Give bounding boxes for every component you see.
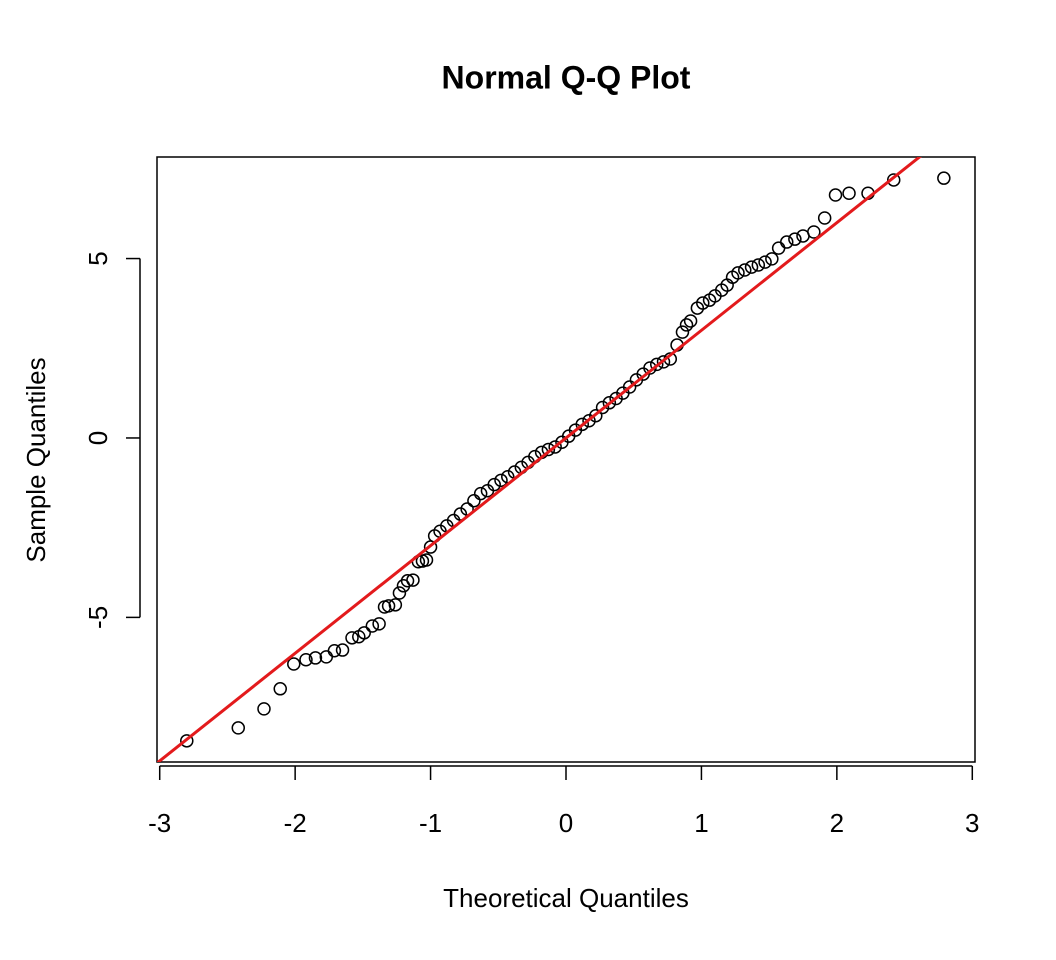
point xyxy=(273,682,287,696)
point xyxy=(731,266,745,280)
x-tick-label: 1 xyxy=(694,808,708,838)
point xyxy=(589,408,603,423)
point xyxy=(299,652,313,667)
reference-line xyxy=(157,157,922,762)
point xyxy=(419,553,434,567)
point xyxy=(817,211,832,225)
x-tick-label: -3 xyxy=(148,808,171,838)
point xyxy=(372,617,386,631)
y-tick-label: -5 xyxy=(83,606,113,629)
y-tick-label: 0 xyxy=(83,431,113,445)
point xyxy=(780,235,794,249)
point xyxy=(575,417,590,432)
point xyxy=(937,171,951,185)
point xyxy=(180,734,194,748)
point xyxy=(494,473,508,488)
point xyxy=(595,400,610,415)
point xyxy=(679,318,694,332)
point xyxy=(649,357,664,372)
x-tick-label: 0 xyxy=(559,808,573,838)
point xyxy=(696,296,710,310)
chart-title: Normal Q-Q Plot xyxy=(442,59,691,95)
point xyxy=(231,721,246,735)
point xyxy=(758,255,772,269)
point xyxy=(548,440,562,454)
x-tick-label: -1 xyxy=(419,808,442,838)
point xyxy=(842,186,856,200)
x-axis-label: Theoretical Quantiles xyxy=(443,883,689,913)
point xyxy=(308,651,323,665)
point xyxy=(357,626,371,640)
point xyxy=(400,574,415,588)
x-tick-label: 2 xyxy=(830,808,844,838)
point xyxy=(473,486,488,501)
point xyxy=(388,598,403,612)
y-axis-label: Sample Quantiles xyxy=(21,357,51,562)
point xyxy=(886,173,901,187)
point xyxy=(602,396,617,410)
point xyxy=(738,263,752,277)
point xyxy=(771,241,786,255)
plot-frame xyxy=(156,156,976,763)
point xyxy=(683,314,698,328)
point xyxy=(365,619,380,633)
y-tick-label: 5 xyxy=(83,251,113,265)
point xyxy=(807,225,821,239)
point xyxy=(751,258,766,272)
point xyxy=(582,413,596,428)
point xyxy=(335,643,350,657)
point xyxy=(622,380,637,394)
point xyxy=(345,631,359,645)
point xyxy=(541,442,556,457)
point xyxy=(257,702,271,716)
point xyxy=(392,586,407,600)
point xyxy=(656,355,671,369)
point xyxy=(487,477,501,492)
point xyxy=(381,599,396,613)
point xyxy=(765,252,779,266)
x-tick-label: 3 xyxy=(965,808,979,838)
point xyxy=(467,494,481,508)
point xyxy=(406,573,420,587)
point xyxy=(828,188,843,202)
point xyxy=(675,325,690,339)
point xyxy=(327,644,342,658)
point xyxy=(287,657,301,671)
point xyxy=(788,232,802,246)
x-tick-label: -2 xyxy=(284,808,307,838)
point xyxy=(744,260,759,274)
